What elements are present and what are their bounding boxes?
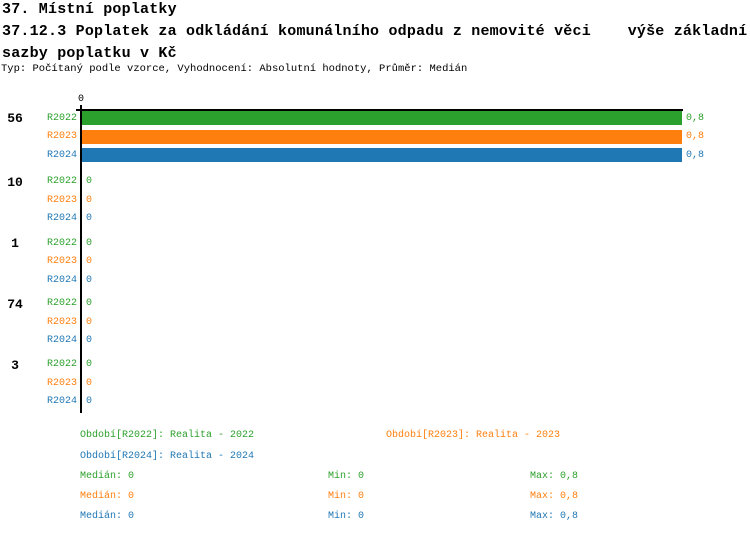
x-axis-line [76,109,683,111]
y-axis-line [80,105,82,413]
series-label: R2023 [46,377,77,389]
report-section-title: 37. Místní poplatky [2,1,177,18]
bar-R2022-cat-56 [82,111,682,125]
legend-item-r2022: Období[R2022]: Realita - 2022 [80,430,255,441]
bar-value-label: 0 [86,256,93,267]
bar-value-label: 0 [86,359,93,370]
stat-min-r2024: Min: 0 [328,511,365,522]
stat-max-r2024: Max: 0,8 [530,511,579,522]
bar-value-label: 0,8 [686,112,705,124]
bar-value-label: 0,8 [686,131,705,142]
bar-R2024-cat-56 [82,148,682,162]
bar-value-label: 0 [86,316,93,328]
series-label: R2022 [46,298,77,309]
x-axis-tick-label-zero: 0 [77,94,84,105]
bar-value-label: 0 [86,194,93,206]
bar-value-label: 0,8 [686,149,705,161]
series-label: R2023 [46,256,77,267]
bar-value-label: 0 [86,237,93,249]
stat-max-r2023: Max: 0,8 [530,491,579,502]
series-label: R2022 [46,112,77,124]
series-label: R2022 [46,359,77,370]
series-label: R2024 [46,149,77,161]
stat-median-r2024: Medián: 0 [80,511,135,522]
chart-title-line-1: 37.12.3 Poplatek za odkládání komunálníh… [2,23,748,40]
category-label: 1 [11,236,19,251]
category-label: 10 [7,174,23,190]
category-label: 3 [11,357,19,373]
bar-value-label: 0 [86,396,93,407]
bar-value-label: 0 [86,274,93,286]
series-label: R2023 [46,131,77,142]
legend-item-r2023: Období[R2023]: Realita - 2023 [386,430,561,441]
stat-max-r2022: Max: 0,8 [530,471,579,482]
series-label: R2024 [46,335,77,346]
bar-value-label: 0 [86,213,93,224]
stat-min-r2022: Min: 0 [328,471,365,482]
chart-title-line-2: sazby poplatku v Kč [2,45,177,62]
stat-median-r2022: Medián: 0 [80,471,135,482]
series-label: R2023 [46,316,77,328]
stat-median-r2023: Medián: 0 [80,491,135,502]
category-label: 74 [7,296,23,312]
stat-min-r2023: Min: 0 [328,491,365,502]
category-label: 56 [7,111,23,126]
bar-value-label: 0 [86,298,93,309]
series-label: R2024 [46,213,77,224]
bar-value-label: 0 [86,176,93,187]
legend-item-r2024: Období[R2024]: Realita - 2024 [80,451,255,462]
bar-R2023-cat-56 [82,129,682,144]
series-label: R2024 [46,274,77,286]
series-label: R2024 [46,396,77,407]
chart-meta-info: Typ: Počítaný podle vzorce, Vyhodnocení:… [1,63,468,75]
series-label: R2022 [46,176,77,187]
bar-value-label: 0 [86,377,93,389]
series-label: R2023 [46,194,77,206]
bar-value-label: 0 [86,335,93,346]
series-label: R2022 [46,237,77,249]
